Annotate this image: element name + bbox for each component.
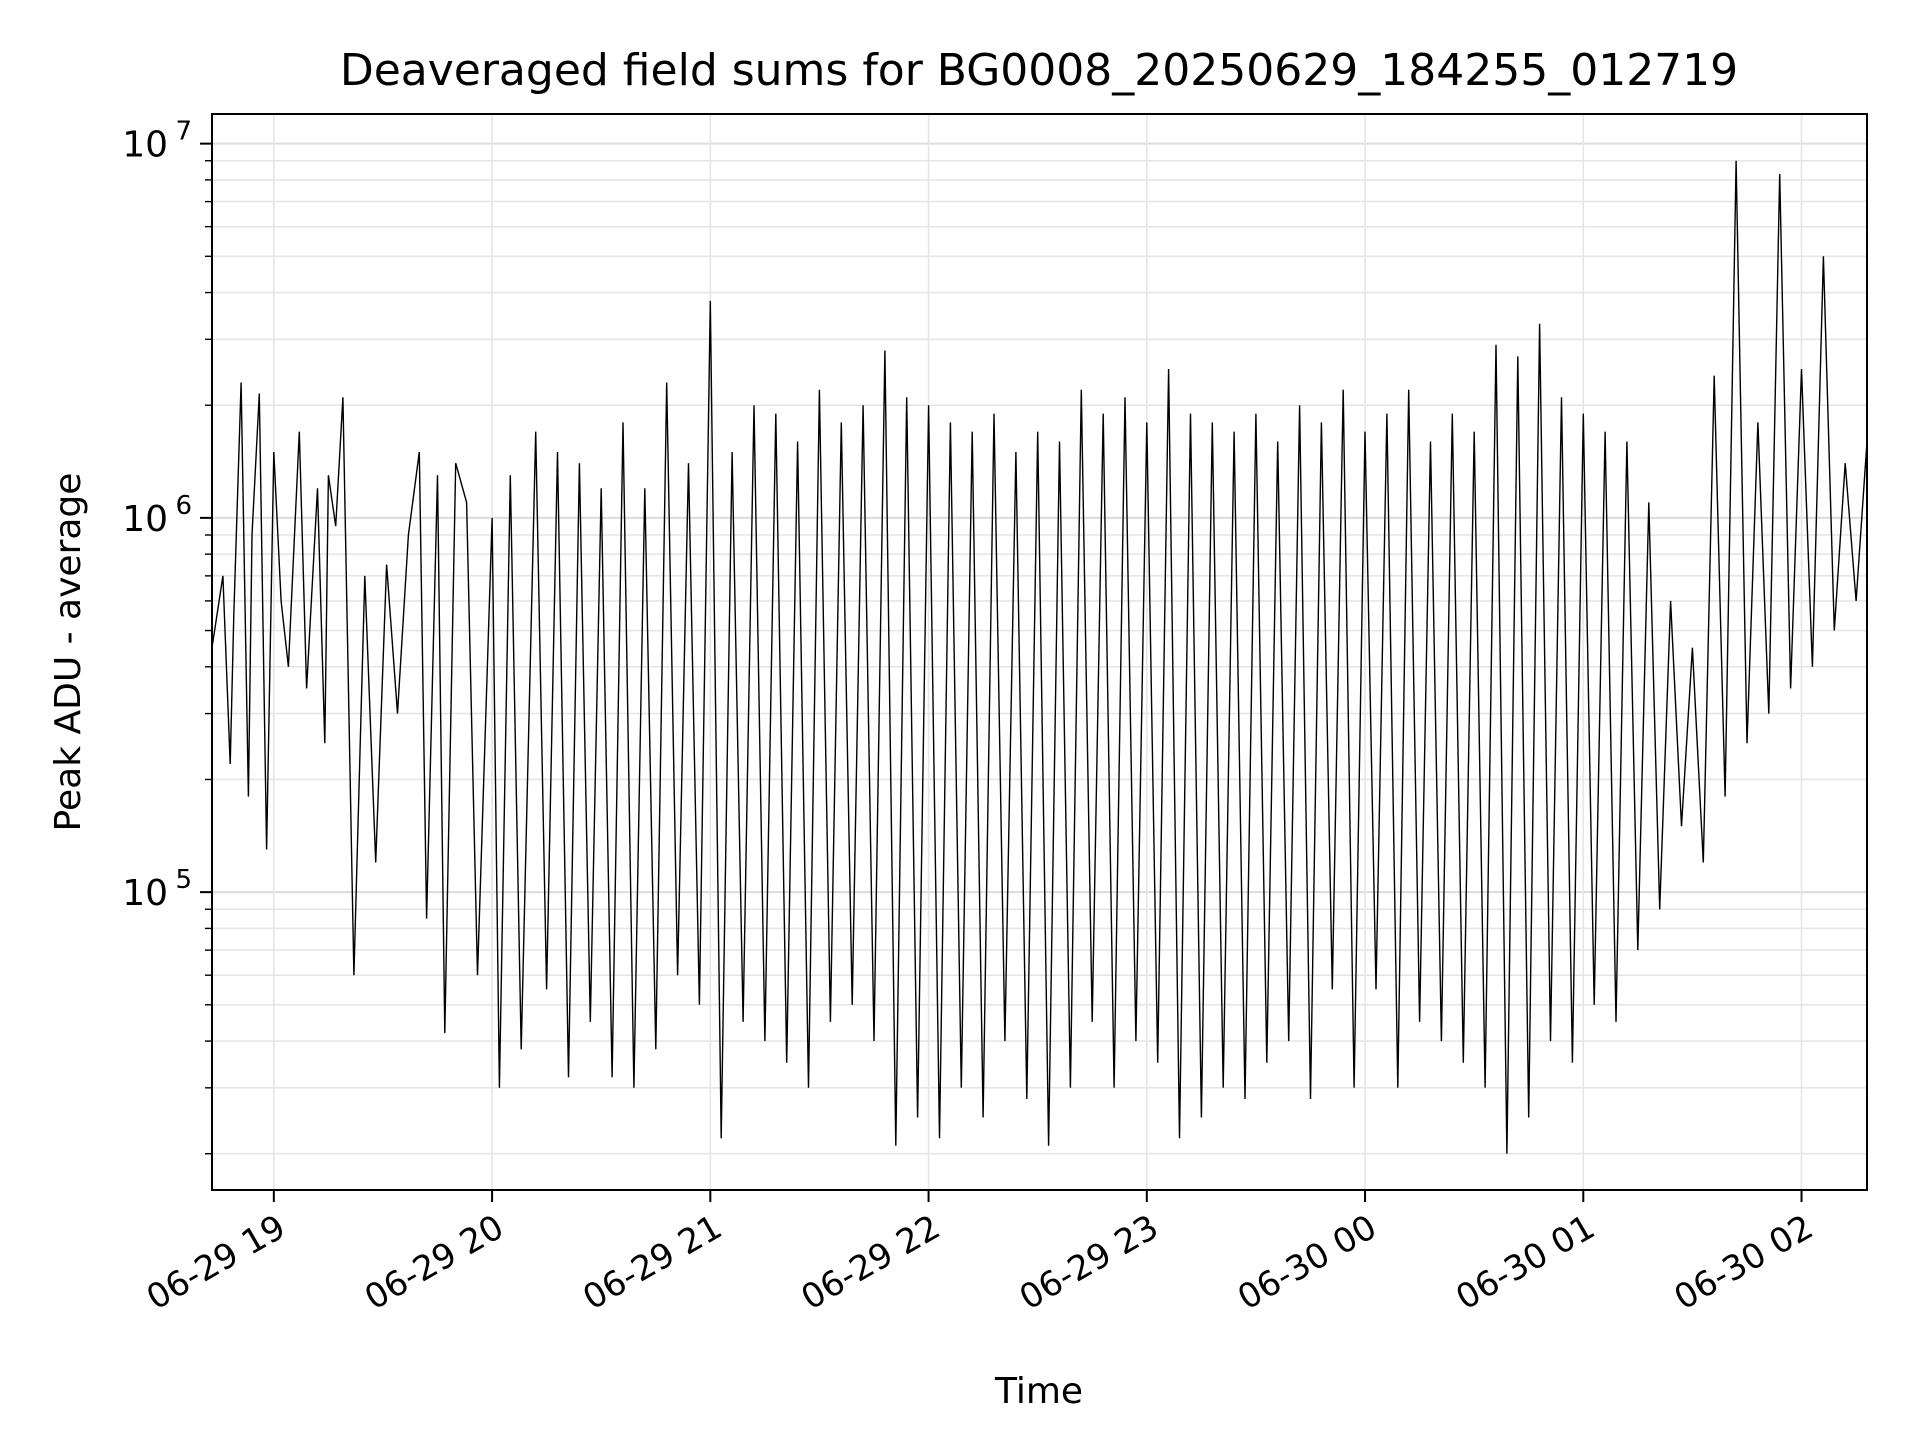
y-tick-label: 10 xyxy=(122,873,168,914)
y-tick-exponent: 6 xyxy=(175,491,192,521)
y-tick-exponent: 5 xyxy=(175,865,192,895)
y-tick-exponent: 7 xyxy=(175,117,192,147)
series-line xyxy=(211,160,1868,1154)
y-tick-label: 10 xyxy=(122,125,168,166)
plot-frame xyxy=(211,113,1868,1191)
y-tick-label: 10 xyxy=(122,499,168,540)
x-axis-label: Time xyxy=(994,1371,1083,1412)
series-layer xyxy=(211,160,1868,1154)
chart-title: Deaveraged field sums for BG0008_2025062… xyxy=(340,45,1738,96)
y-axis-label: Peak ADU - average xyxy=(48,473,89,832)
